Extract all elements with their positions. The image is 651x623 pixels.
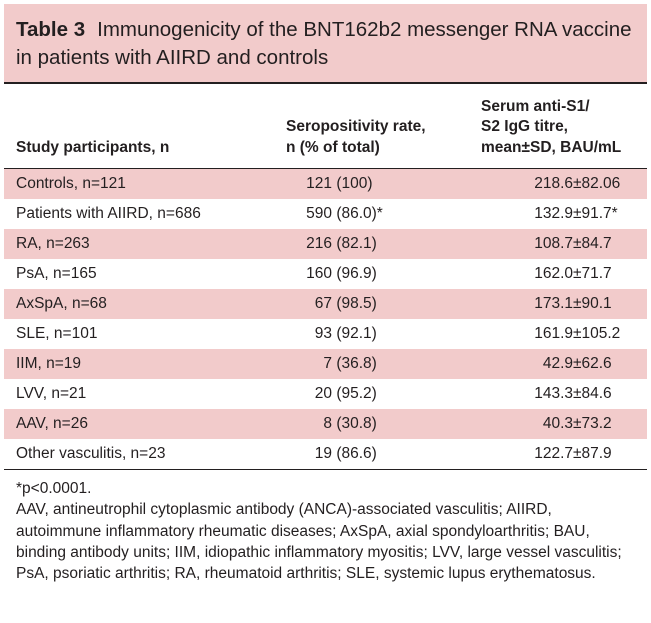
cell-seropositivity: 8 (30.8) <box>274 409 505 439</box>
seropositive-count: 20 <box>314 385 332 402</box>
cell-participants: AxSpA, n=68 <box>4 289 274 319</box>
cell-seropositivity: 121 (100) <box>274 169 505 199</box>
titre-mean: 161.9 <box>534 325 573 342</box>
cell-participants: SLE, n=101 <box>16 325 98 342</box>
cell-seropositivity: 20 (95.2) <box>274 379 505 409</box>
seropositive-percent: (92.1) <box>336 325 377 342</box>
table-row: AxSpA, n=68 67 (98.5) 173.1±90.1 <box>4 289 647 319</box>
cell-participants: IIM, n=19 <box>4 349 274 379</box>
seropositive-count: 67 <box>314 295 332 312</box>
cell-participants: AAV, n=26 <box>4 409 274 439</box>
table-title: Immunogenicity of the BNT162b2 messenger… <box>16 18 632 69</box>
table-title-bar: Table 3 Immunogenicity of the BNT162b2 me… <box>4 4 647 82</box>
seropositive-percent: (98.5) <box>336 295 377 312</box>
cell-participants: RA, n=263 <box>4 229 274 259</box>
titre-mean: 122.7 <box>534 445 573 462</box>
seropositive-percent: (82.1) <box>336 235 377 252</box>
titre-sd: ±90.1 <box>573 295 612 312</box>
titre-sd: ±87.9 <box>573 445 612 462</box>
seropositive-percent: (100) <box>336 175 373 192</box>
footnote-abbreviations: AAV, antineutrophil cytoplasmic antibody… <box>16 501 622 583</box>
cell-seropositivity: 160 (96.9) <box>274 259 505 289</box>
table-row: RA, n=263 216 (82.1) 108.7±84.7 <box>4 229 647 259</box>
header-rule <box>4 168 647 169</box>
cell-participants: Controls, n=121 <box>4 169 274 199</box>
table-row: PsA, n=165 160 (96.9) 162.0±71.7 <box>4 259 647 289</box>
titre-sd: ±84.6 <box>573 385 612 402</box>
titre-mean: 132.9 <box>534 205 573 222</box>
cell-seropositivity: 590 (86.0)* <box>274 199 505 229</box>
top-rule <box>4 82 647 84</box>
titre-sd: ±91.7* <box>573 205 618 222</box>
seropositive-percent: (30.8) <box>336 415 377 432</box>
header-seropositivity: Seropositivity rate, n (% of total) <box>286 118 426 156</box>
table-row: AAV, n=26 8 (30.8) 40.3±73.2 <box>4 409 647 439</box>
seropositive-count: 590 <box>306 205 332 222</box>
cell-titre: 42.9±62.6 <box>505 349 647 379</box>
cell-titre: 122.7±87.9 <box>505 439 647 469</box>
table-footnotes: *p<0.0001. AAV, antineutrophil cytoplasm… <box>4 470 647 584</box>
table-row: IIM, n=19 7 (36.8) 42.9±62.6 <box>4 349 647 379</box>
header-participants: Study participants, n <box>16 138 170 156</box>
titre-sd: ±105.2 <box>573 325 621 342</box>
titre-sd: ±84.7 <box>573 235 612 252</box>
titre-mean: 108.7 <box>534 235 573 252</box>
titre-sd: ±62.6 <box>573 355 612 372</box>
titre-mean: 42.9 <box>542 355 573 372</box>
seropositive-count: 8 <box>323 415 332 432</box>
seropositive-count: 7 <box>323 355 332 372</box>
cell-participants: Patients with AIIRD, n=686 <box>16 205 201 222</box>
bottom-rule <box>4 469 647 470</box>
cell-seropositivity: 93 (92.1) <box>274 319 505 349</box>
seropositive-count: 93 <box>314 325 332 342</box>
titre-sd: ±71.7 <box>573 265 612 282</box>
cell-participants: PsA, n=165 <box>16 265 97 282</box>
cell-participants: Other vasculitis, n=23 <box>16 445 166 462</box>
cell-titre: 40.3±73.2 <box>505 409 647 439</box>
seropositive-percent: (95.2) <box>336 385 377 402</box>
table-row: Controls, n=121 121 (100) 218.6±82.06 <box>4 169 647 199</box>
table-row: Other vasculitis, n=23 19 (86.6) 122.7±87.… <box>4 439 647 469</box>
seropositive-percent: (36.8) <box>336 355 377 372</box>
cell-seropositivity: 67 (98.5) <box>274 289 505 319</box>
seropositive-count: 19 <box>314 445 332 462</box>
cell-seropositivity: 19 (86.6) <box>274 439 505 469</box>
cell-titre: 162.0±71.7 <box>505 259 647 289</box>
titre-sd: ±82.06 <box>573 175 621 192</box>
seropositive-percent: (96.9) <box>336 265 377 282</box>
footnote-significance: *p<0.0001. <box>16 480 92 497</box>
seropositive-count: 121 <box>306 175 332 192</box>
cell-participants: LVV, n=21 <box>16 385 87 402</box>
titre-mean: 40.3 <box>542 415 573 432</box>
titre-mean: 173.1 <box>534 295 573 312</box>
table-label: Table 3 <box>16 18 86 41</box>
seropositive-percent: (86.6) <box>336 445 377 462</box>
table-header: Study participants, n Seropositivity rat… <box>4 84 647 168</box>
table-container: Table 3 Immunogenicity of the BNT162b2 me… <box>4 4 647 619</box>
seropositive-count: 160 <box>306 265 332 282</box>
data-table: Controls, n=121 121 (100) 218.6±82.06 Patie… <box>4 169 647 469</box>
table-row: Patients with AIIRD, n=686 590 (86.0)* 132… <box>4 199 647 229</box>
cell-seropositivity: 216 (82.1) <box>274 229 505 259</box>
header-titre: Serum anti-S1/ S2 IgG titre, mean±SD, BA… <box>481 97 622 156</box>
cell-seropositivity: 7 (36.8) <box>274 349 505 379</box>
seropositive-count: 216 <box>306 235 332 252</box>
cell-titre: 108.7±84.7 <box>505 229 647 259</box>
table-row: LVV, n=21 20 (95.2) 143.3±84.6 <box>4 379 647 409</box>
titre-mean: 218.6 <box>534 175 573 192</box>
cell-titre: 218.6±82.06 <box>505 169 647 199</box>
titre-sd: ±73.2 <box>573 415 612 432</box>
cell-titre: 143.3±84.6 <box>505 379 647 409</box>
titre-mean: 143.3 <box>534 385 573 402</box>
table-row: SLE, n=101 93 (92.1) 161.9±105.2 <box>4 319 647 349</box>
cell-titre: 161.9±105.2 <box>505 319 647 349</box>
titre-mean: 162.0 <box>534 265 573 282</box>
cell-titre: 173.1±90.1 <box>505 289 647 319</box>
seropositive-percent: (86.0)* <box>336 205 383 222</box>
cell-titre: 132.9±91.7* <box>505 199 647 229</box>
